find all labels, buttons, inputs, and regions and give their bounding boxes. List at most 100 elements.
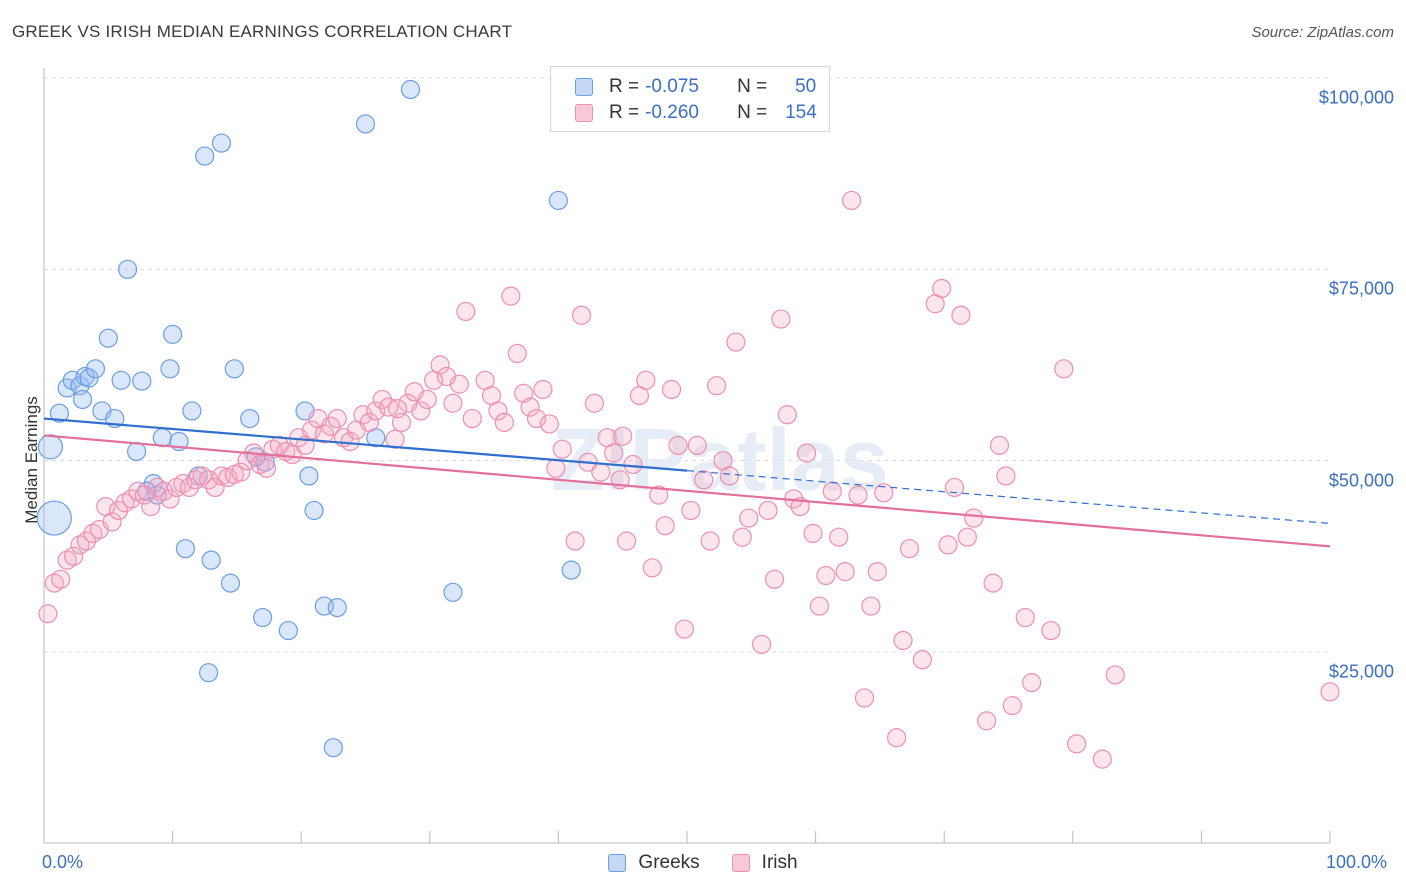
irish-point (1041, 620, 1061, 641)
irish-point (462, 408, 482, 429)
r-label: R = (609, 102, 640, 123)
irish-point (694, 470, 714, 490)
irish-point (867, 562, 887, 582)
irish-point (983, 573, 1003, 593)
irish-point (430, 355, 450, 375)
irish-point (771, 309, 791, 329)
y-tick-label: $100,000 (1318, 87, 1394, 108)
irish-point (706, 376, 727, 396)
irish-point (732, 527, 752, 547)
irish-point (957, 527, 977, 547)
irish-point (758, 500, 778, 521)
irish-point (764, 569, 785, 589)
legend-swatch-greeks (608, 854, 627, 872)
irish-point (237, 451, 257, 471)
irish-point (417, 389, 437, 410)
r-value: -0.260 (645, 102, 699, 123)
irish-point (411, 401, 431, 421)
irish-point (668, 435, 688, 455)
irish-point (314, 424, 334, 444)
irish-swatch (575, 104, 593, 122)
irish-point (108, 500, 129, 521)
irish-point (353, 405, 373, 425)
irish-point (494, 412, 514, 432)
x-tick-label-min: 0.0% (42, 852, 84, 872)
y-axis-label: Median Earnings (22, 396, 41, 524)
greeks-point (195, 146, 215, 166)
irish-point (1092, 749, 1112, 769)
irish-point (321, 416, 341, 436)
x-tick-label-max: 100.0% (1326, 852, 1388, 872)
series-legend: Greeks Irish (0, 852, 1406, 874)
irish-point (199, 470, 219, 490)
greeks-point (240, 408, 260, 429)
irish-point (726, 332, 746, 352)
greeks-point (126, 441, 147, 462)
irish-point (951, 305, 971, 325)
greeks-point (85, 359, 106, 379)
irish-point (1105, 665, 1125, 685)
n-value: 154 (785, 102, 817, 123)
irish-point (507, 343, 527, 364)
irish-point (1002, 695, 1022, 716)
stats-row-irish: R = -0.260 N = 154 (575, 101, 817, 125)
irish-point (854, 688, 875, 708)
greeks-trend-line (43, 417, 688, 472)
chart-title: GREEK VS IRISH MEDIAN EARNINGS CORRELATI… (12, 22, 513, 41)
greeks-point (201, 550, 221, 570)
irish-point (388, 399, 408, 419)
irish-point (816, 565, 836, 586)
irish-point (719, 466, 740, 486)
greeks-point (49, 403, 70, 423)
irish-point (681, 500, 701, 521)
greeks-point (400, 79, 421, 100)
n-label: N = (737, 76, 768, 97)
greeks-point (323, 738, 343, 758)
irish-point (989, 435, 1010, 455)
irish-point (655, 516, 675, 536)
irish-point (456, 301, 476, 322)
greeks-point (224, 359, 244, 379)
irish-point (636, 370, 656, 390)
irish-point (179, 477, 199, 498)
irish-point (584, 393, 605, 413)
greeks-point (36, 500, 72, 536)
irish-point (1054, 359, 1074, 379)
irish-point (829, 527, 849, 547)
irish-point (533, 379, 553, 400)
irish-point (616, 531, 637, 551)
greeks-point (98, 328, 118, 348)
irish-point (803, 523, 823, 543)
irish-point (372, 389, 392, 410)
irish-point (141, 496, 161, 517)
source-label: Source: ZipAtlas.com (1251, 24, 1394, 41)
irish-point (591, 462, 611, 482)
r-value: -0.075 (645, 76, 699, 97)
irish-point (777, 405, 797, 425)
trend-lines (43, 417, 1331, 548)
greeks-point (37, 434, 64, 460)
irish-point (642, 558, 662, 578)
irish-point (231, 462, 251, 482)
irish-point (366, 401, 386, 421)
n-value: 50 (795, 76, 817, 97)
irish-trend-line (43, 434, 1331, 548)
irish-point (739, 508, 759, 528)
irish-point (539, 414, 559, 434)
y-tick-label: $75,000 (1328, 278, 1394, 299)
irish-point (842, 190, 862, 211)
greeks-point (117, 259, 138, 279)
irish-point (887, 728, 907, 748)
irish-point (613, 426, 633, 446)
greeks-point (443, 582, 463, 602)
greeks-point (355, 114, 376, 134)
irish-point (1067, 734, 1087, 754)
legend-label-greeks: Greeks (638, 852, 700, 873)
irish-point (153, 481, 174, 501)
greeks-point (253, 607, 273, 628)
irish-point (443, 393, 463, 413)
irish-point (996, 466, 1016, 486)
irish-point (565, 531, 585, 551)
irish-point (604, 443, 624, 463)
irish-point (700, 531, 720, 551)
